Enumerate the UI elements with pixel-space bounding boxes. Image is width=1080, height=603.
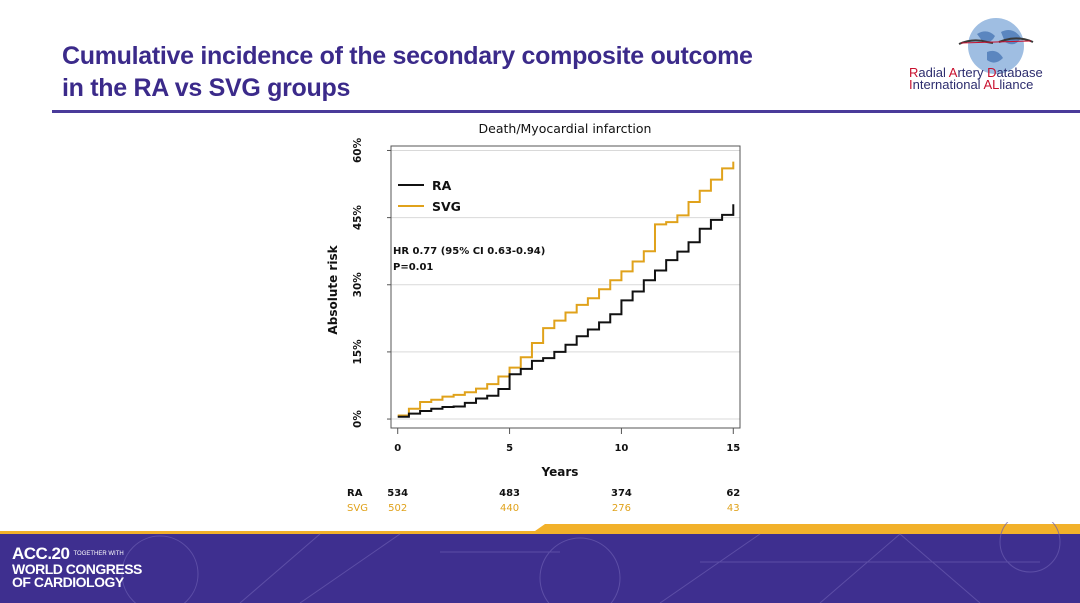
logo-text-segment: rtery <box>957 65 988 80</box>
at-risk-value: 483 <box>499 488 520 499</box>
logo-line-2: International ALliance <box>909 78 1033 92</box>
plot-frame <box>390 145 741 429</box>
title-divider <box>52 110 1080 113</box>
series-line-svg <box>397 161 735 417</box>
at-risk-row-label: RA <box>347 488 363 499</box>
at-risk-value: 502 <box>388 503 407 514</box>
acc20-logo: ACC.20 TOGETHER WITH WORLD CONGRESS OF CA… <box>12 545 142 589</box>
slide-title: Cumulative incidence of the secondary co… <box>62 40 822 104</box>
logo-text-segment: adial <box>918 65 949 80</box>
y-tick-label: 45% <box>352 205 364 231</box>
chart-title: Death/Myocardial infarction <box>479 121 652 136</box>
logo-text-segment: nternational <box>912 77 984 92</box>
legend-label-svg: SVG <box>432 199 461 214</box>
legend-label-ra: RA <box>432 178 452 193</box>
at-risk-row-label: SVG <box>347 503 368 514</box>
logo-text-segment: A <box>948 65 958 80</box>
logo-text-segment: atabase <box>996 65 1043 80</box>
y-tick-label: 60% <box>352 137 364 163</box>
y-axis: 0% 15% 30% 45% 60% <box>352 137 391 428</box>
at-risk-value: 43 <box>727 503 740 514</box>
series-lines <box>397 161 735 418</box>
logo-text-segment: liance <box>999 77 1034 92</box>
series-line-ra <box>397 204 735 418</box>
x-tick-label: 10 <box>614 443 628 454</box>
radial-artery-database-logo: Radial Artery Database International ALl… <box>905 12 1080 96</box>
hr-annotation: HR 0.77 (95% CI 0.63-0.94) <box>393 246 545 257</box>
y-tick-label: 0% <box>352 410 364 428</box>
at-risk-value: 276 <box>612 503 631 514</box>
gridlines <box>391 149 740 420</box>
slide-title-line1: Cumulative incidence of the secondary co… <box>62 42 753 70</box>
x-axis: 0 5 10 15 <box>394 428 740 454</box>
y-axis-label: Absolute risk <box>326 244 340 334</box>
x-tick-label: 15 <box>726 443 740 454</box>
acc-logo-line2: WORLD CONGRESS <box>12 561 142 578</box>
at-risk-value: 534 <box>387 488 408 499</box>
kaplan-meier-chart: Death/Myocardial infarction 0% 15% 30% 45% 6… <box>326 121 741 514</box>
chart-legend: RA SVG <box>398 178 461 214</box>
logo-line-1: Radial Artery Database <box>909 66 1043 80</box>
logo-text-segment: R <box>909 65 919 80</box>
at-risk-value: 62 <box>726 488 740 499</box>
footer-stripe <box>0 524 1080 534</box>
at-risk-table: RA 534 483 374 62 SVG 502 440 276 43 <box>347 488 740 514</box>
logo-text-segment: AL <box>983 77 1000 92</box>
footer-background <box>0 534 1080 603</box>
footer-band <box>0 522 1080 603</box>
logo-text-segment: I <box>909 77 913 92</box>
y-tick-label: 30% <box>352 272 364 298</box>
x-tick-label: 5 <box>506 443 513 454</box>
y-tick-label: 15% <box>352 339 364 365</box>
at-risk-value: 374 <box>611 488 632 499</box>
p-value-annotation: P=0.01 <box>393 262 433 273</box>
footer-pattern <box>121 522 1061 603</box>
at-risk-value: 440 <box>500 503 519 514</box>
slide-title-line2: in the RA vs SVG groups <box>62 74 351 102</box>
chart-panel <box>315 113 750 528</box>
acc-together-with: TOGETHER WITH <box>73 551 124 558</box>
logo-text-segment: D <box>987 65 997 80</box>
globe-icon <box>958 18 1034 74</box>
x-tick-label: 0 <box>394 443 401 454</box>
x-axis-label: Years <box>541 465 579 479</box>
acc-logo-line3: OF CARDIOLOGY <box>12 574 124 591</box>
acc-logo-line1: ACC.20 <box>12 544 70 563</box>
